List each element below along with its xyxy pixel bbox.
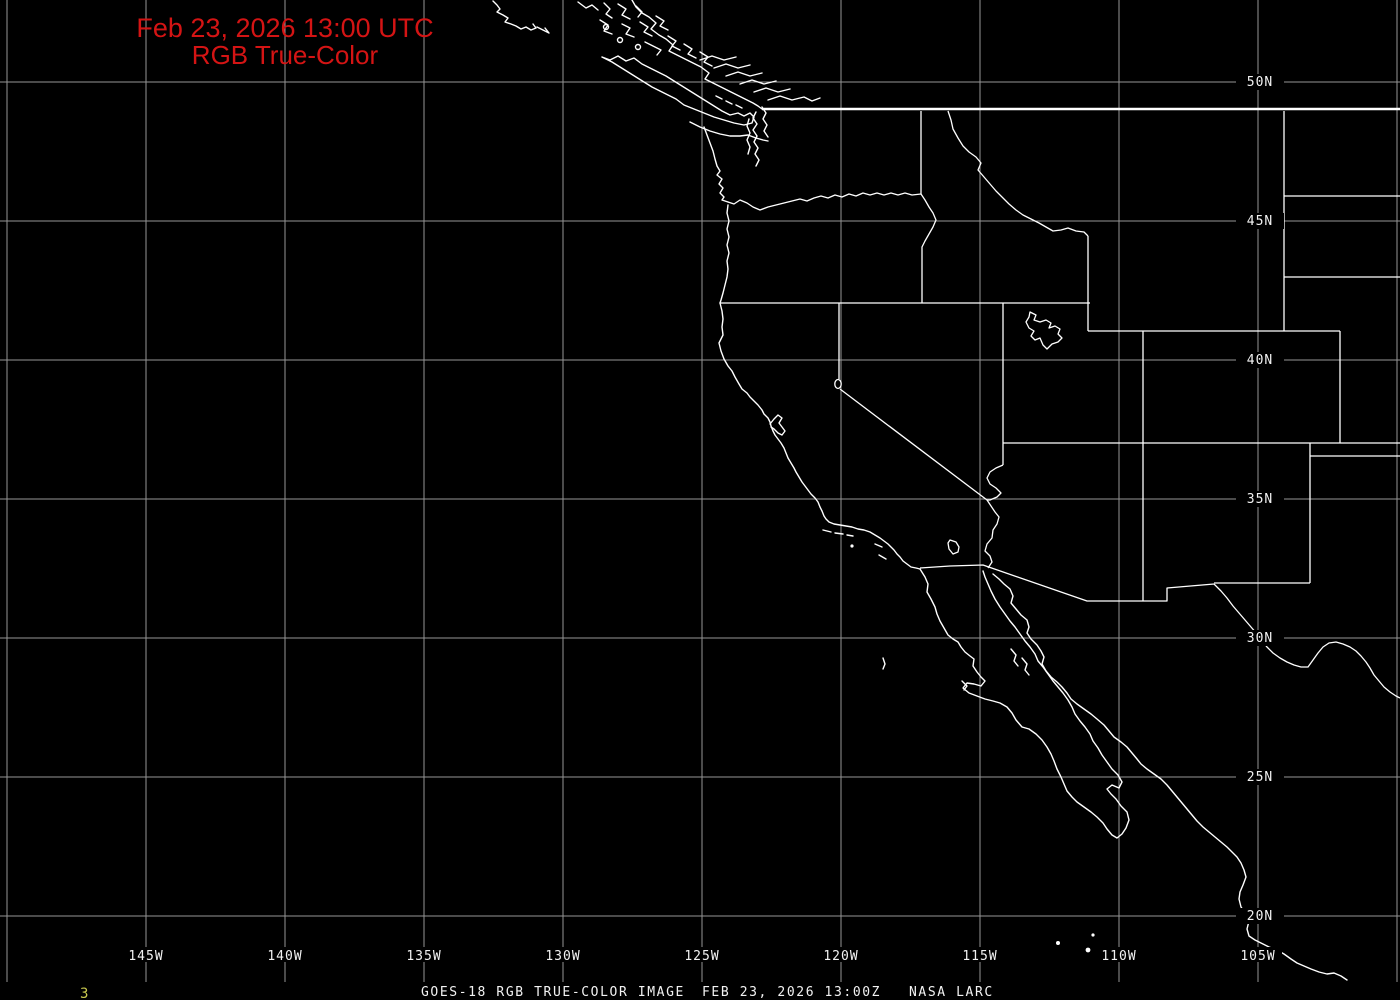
lon-label-125w: 125W: [684, 949, 719, 964]
coast-sf-bay: [769, 414, 786, 436]
caption-bar: GOES-18 RGB TRUE-COLOR IMAGE FEB 23, 202…: [0, 983, 1400, 1000]
border-or-id-snake: [920, 193, 937, 303]
coast-haida-gwaii: [492, 0, 537, 31]
border-ca-az-river: [984, 499, 1000, 569]
timestamp-title: Feb 23, 2026 13:00 UTC RGB True-Color: [136, 13, 433, 70]
title-product: RGB True-Color: [192, 40, 379, 70]
lat-label-40n: 40N: [1247, 353, 1273, 368]
coast-mexico-mainland: [992, 573, 1348, 981]
lon-label-110w: 110W: [1101, 949, 1136, 964]
frame-number: 3: [80, 986, 88, 1000]
border-rio-grande: [1213, 583, 1400, 699]
border-nv-az-river: [986, 464, 1004, 501]
lon-label-120w: 120W: [823, 949, 858, 964]
lon-label-105w: 105W: [1240, 949, 1275, 964]
lon-label-130w: 130W: [545, 949, 580, 964]
caption-product: GOES-18 RGB TRUE-COLOR IMAGE: [421, 985, 685, 1000]
lat-label-35n: 35N: [1247, 492, 1273, 507]
great-salt-lake: [1025, 311, 1063, 350]
latitude-labels: 50N 45N 40N 35N 30N 25N 20N: [1236, 74, 1284, 924]
lat-label-50n: 50N: [1247, 75, 1273, 90]
coast-washington: [703, 126, 729, 203]
lat-label-20n: 20N: [1247, 909, 1273, 924]
border-ca-nv-diagonal: [839, 388, 988, 501]
coast-baja: [919, 568, 1130, 839]
lake-tahoe: [834, 378, 842, 390]
border-columbia-river: [727, 192, 922, 211]
caption-credit: NASA LARC: [909, 985, 994, 1000]
lat-label-25n: 25N: [1247, 770, 1273, 785]
coast-california: [718, 302, 921, 570]
coast-puget-sound: [752, 111, 760, 167]
coast-oregon: [719, 204, 730, 304]
longitude-labels: 145W 140W 135W 130W 125W 120W 115W 110W …: [122, 947, 1282, 964]
title-datetime: Feb 23, 2026 13:00 UTC: [136, 13, 433, 43]
salton-sea: [947, 539, 960, 555]
lon-label-140w: 140W: [267, 949, 302, 964]
lon-label-115w: 115W: [962, 949, 997, 964]
lon-label-145w: 145W: [128, 949, 163, 964]
caption-datetime: FEB 23, 2026 13:00Z: [702, 985, 881, 1000]
coast-vancouver-island: [601, 55, 755, 126]
border-id-mt: [947, 110, 1089, 237]
state-borders: [720, 107, 1400, 699]
lon-label-135w: 135W: [406, 949, 441, 964]
lat-label-45n: 45N: [1247, 214, 1273, 229]
border-us-mexico: [919, 564, 1215, 602]
coastlines: [492, 0, 1348, 981]
coast-bc-mainland: [631, 0, 763, 110]
lat-label-30n: 30N: [1247, 631, 1273, 646]
